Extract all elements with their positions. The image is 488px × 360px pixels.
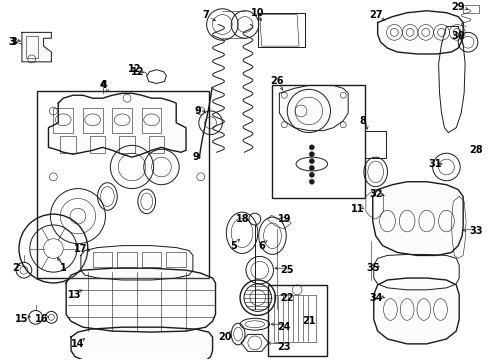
- Text: 27: 27: [368, 10, 382, 20]
- Text: 32: 32: [368, 189, 382, 198]
- Text: 31: 31: [427, 159, 441, 169]
- Bar: [37, 91, 208, 278]
- Bar: [119, 136, 135, 153]
- Text: 4: 4: [99, 80, 106, 90]
- Text: 19: 19: [277, 214, 290, 224]
- Text: 13: 13: [68, 290, 81, 300]
- Bar: [462, 5, 478, 13]
- Bar: [117, 252, 137, 267]
- Polygon shape: [81, 246, 192, 280]
- Polygon shape: [71, 327, 212, 360]
- Text: 20: 20: [218, 332, 232, 342]
- Polygon shape: [373, 278, 458, 344]
- Text: 10: 10: [250, 8, 264, 18]
- Text: 16: 16: [35, 314, 48, 324]
- Text: 34: 34: [368, 293, 382, 303]
- Bar: [89, 136, 105, 153]
- Polygon shape: [372, 182, 462, 256]
- Text: 14: 14: [71, 339, 84, 349]
- Text: 9: 9: [192, 152, 199, 162]
- Bar: [60, 136, 76, 153]
- Text: 2: 2: [13, 263, 20, 273]
- Circle shape: [309, 159, 314, 163]
- Text: 15: 15: [15, 314, 29, 324]
- Circle shape: [309, 172, 314, 177]
- Polygon shape: [48, 93, 185, 157]
- Text: 33: 33: [468, 226, 482, 236]
- Text: 9: 9: [194, 106, 201, 116]
- Bar: [82, 108, 102, 132]
- Text: 30: 30: [450, 31, 464, 41]
- Text: 21: 21: [302, 316, 315, 326]
- Text: 18: 18: [236, 214, 249, 224]
- Text: 24: 24: [277, 322, 290, 332]
- Text: 17: 17: [74, 244, 87, 253]
- Bar: [112, 108, 132, 132]
- Polygon shape: [66, 268, 215, 332]
- Bar: [271, 85, 364, 198]
- Bar: [53, 108, 73, 132]
- Circle shape: [309, 166, 314, 170]
- Polygon shape: [22, 32, 51, 62]
- Text: 7: 7: [202, 10, 209, 20]
- Circle shape: [309, 152, 314, 157]
- Bar: [93, 252, 112, 267]
- Text: 28: 28: [468, 145, 482, 155]
- Text: 5: 5: [229, 240, 236, 251]
- Bar: [166, 252, 185, 267]
- Text: 12: 12: [128, 64, 142, 74]
- Text: 22: 22: [280, 293, 293, 303]
- Text: 4: 4: [101, 80, 108, 90]
- Bar: [142, 108, 161, 132]
- Text: 6: 6: [258, 240, 264, 251]
- Bar: [142, 252, 161, 267]
- Text: 3: 3: [9, 37, 16, 47]
- Polygon shape: [279, 85, 347, 131]
- Bar: [274, 295, 315, 342]
- Polygon shape: [377, 11, 462, 54]
- Text: 25: 25: [280, 265, 293, 275]
- Text: 8: 8: [359, 116, 366, 126]
- Text: 26: 26: [270, 76, 284, 86]
- Text: 3: 3: [11, 37, 18, 47]
- Bar: [148, 136, 164, 153]
- Text: 29: 29: [450, 2, 464, 12]
- Bar: [267, 285, 326, 356]
- Circle shape: [309, 145, 314, 150]
- Bar: [364, 131, 386, 158]
- Text: 11: 11: [350, 204, 364, 214]
- Bar: [26, 36, 38, 58]
- Text: 12: 12: [131, 67, 144, 77]
- Bar: [257, 13, 305, 47]
- Text: 1: 1: [60, 263, 66, 273]
- Text: 35: 35: [365, 263, 379, 273]
- Circle shape: [309, 179, 314, 184]
- Text: 23: 23: [277, 342, 290, 352]
